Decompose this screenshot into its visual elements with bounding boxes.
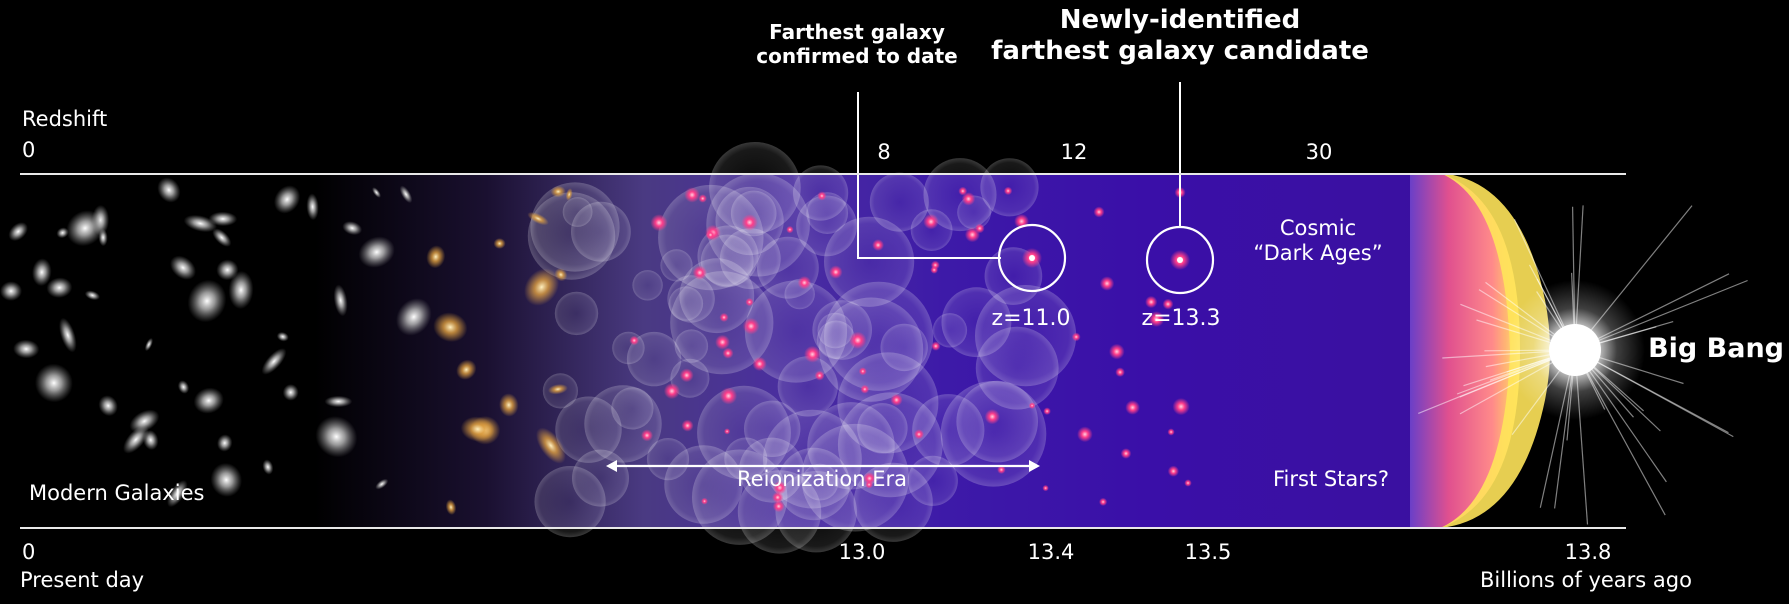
present-day-caption: Present day <box>20 568 145 592</box>
candidate-galaxy-callout: Newly-identified farthest galaxy candida… <box>991 5 1369 67</box>
candidate-callout-line2: farthest galaxy candidate <box>991 36 1369 67</box>
time-axis-line <box>20 527 1626 529</box>
redshift-axis-line <box>20 173 1626 175</box>
confirmed-callout-line1: Farthest galaxy <box>769 20 945 44</box>
reionization-era-arrow <box>606 460 1040 472</box>
time-tick: 13.0 <box>838 540 886 564</box>
redshift-tick: 12 <box>1060 140 1088 164</box>
confirmed-callout-line <box>857 92 1001 259</box>
first-stars-label: First Stars? <box>1272 467 1390 491</box>
time-tick: 13.4 <box>1027 540 1075 564</box>
candidate-callout-line1: Newly-identified <box>1059 5 1301 35</box>
time-tick: 0 <box>22 540 36 564</box>
dark-ages-line2: “Dark Ages” <box>1253 241 1383 266</box>
big-bang-label: Big Bang <box>1648 333 1784 364</box>
confirmed-galaxy-circle <box>997 223 1067 293</box>
time-tick: 13.8 <box>1564 540 1612 564</box>
candidate-galaxy-redshift: z=13.3 <box>1141 306 1221 331</box>
reionization-era-label: Reionization Era <box>737 467 907 491</box>
confirmed-callout-line2: confirmed to date <box>756 44 958 68</box>
candidate-galaxy-circle <box>1145 225 1215 295</box>
confirmed-galaxy-callout: Farthest galaxy confirmed to date <box>756 20 957 68</box>
redshift-axis-title: Redshift <box>22 107 108 131</box>
time-tick: 13.5 <box>1184 540 1232 564</box>
redshift-tick: 30 <box>1305 140 1333 164</box>
dark-ages-line1: Cosmic <box>1279 216 1357 240</box>
billions-years-ago-caption: Billions of years ago <box>1480 568 1692 592</box>
dark-ages-label: Cosmic “Dark Ages” <box>1253 216 1382 266</box>
modern-galaxies-label: Modern Galaxies <box>29 481 205 505</box>
redshift-tick: 0 <box>22 138 36 162</box>
confirmed-galaxy-redshift: z=11.0 <box>991 306 1071 331</box>
redshift-tick: 8 <box>877 140 891 164</box>
